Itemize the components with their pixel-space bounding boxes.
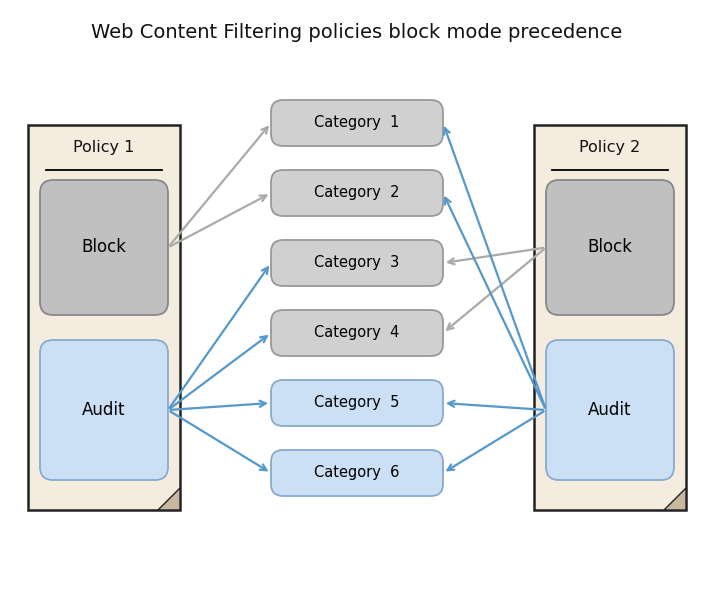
FancyBboxPatch shape (546, 340, 674, 480)
FancyBboxPatch shape (271, 310, 443, 356)
FancyBboxPatch shape (40, 340, 168, 480)
FancyBboxPatch shape (40, 180, 168, 315)
FancyBboxPatch shape (546, 180, 674, 315)
Text: Web Content Filtering policies block mode precedence: Web Content Filtering policies block mod… (91, 23, 623, 42)
Polygon shape (664, 488, 686, 510)
FancyBboxPatch shape (271, 380, 443, 426)
FancyBboxPatch shape (271, 450, 443, 496)
Text: Policy 1: Policy 1 (74, 140, 135, 155)
Text: Category  4: Category 4 (314, 325, 400, 340)
Bar (534, 125, 686, 510)
Text: Block: Block (81, 239, 126, 257)
Text: Policy 2: Policy 2 (579, 140, 640, 155)
Polygon shape (158, 488, 180, 510)
Text: Block: Block (588, 239, 633, 257)
Text: Audit: Audit (82, 401, 126, 419)
Text: Category  5: Category 5 (314, 395, 400, 410)
Text: Audit: Audit (588, 401, 632, 419)
FancyBboxPatch shape (271, 100, 443, 146)
Text: Category  6: Category 6 (314, 465, 400, 481)
Text: Category  3: Category 3 (314, 255, 400, 270)
Text: Category  2: Category 2 (314, 185, 400, 200)
Bar (28, 125, 180, 510)
FancyBboxPatch shape (271, 170, 443, 216)
Text: Category  1: Category 1 (314, 115, 400, 130)
FancyBboxPatch shape (271, 240, 443, 286)
